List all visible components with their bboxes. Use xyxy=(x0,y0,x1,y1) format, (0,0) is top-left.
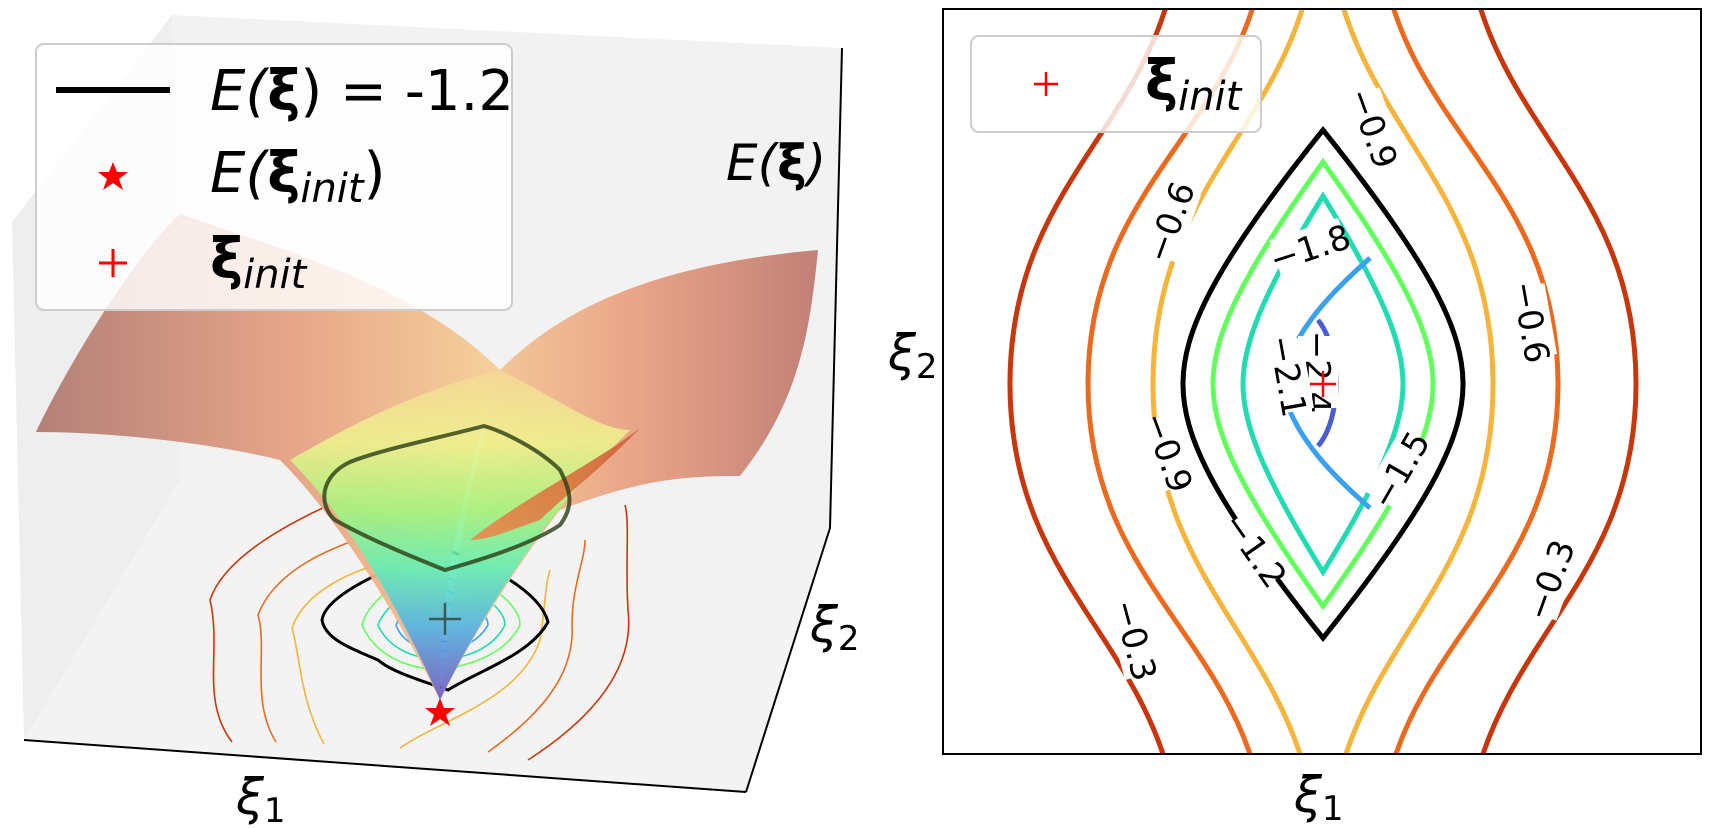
legend-3d-entry-init-energy: E(ξinit) xyxy=(210,141,385,212)
contour-label-bg xyxy=(1269,217,1351,279)
x-axis-label: ξ1 xyxy=(235,768,286,828)
floor-contour-0.9-left xyxy=(291,562,386,745)
contour-axes-frame xyxy=(942,8,1702,755)
contour-line-−0.3-right xyxy=(1478,9,1639,754)
surface-right-wing xyxy=(440,250,818,700)
contour-label-bg xyxy=(1106,600,1164,680)
contour-label-bg xyxy=(1136,411,1200,493)
y-axis-edge xyxy=(745,527,831,793)
contour-label-text: −0.3 xyxy=(1518,535,1584,626)
contour-label-bg xyxy=(1217,509,1293,591)
contour-x-axis-label: ξ1 xyxy=(1293,766,1344,828)
contour-labels: −0.9−0.6 −1.8−2.4−2.1−0.9 −1.5−1.2−0.6−0.3… xyxy=(1104,83,1584,686)
contour-line-−0.6-right xyxy=(1391,9,1561,754)
init-energy-star xyxy=(425,698,455,726)
contour-label-−1.5: −1.5 xyxy=(1363,425,1439,517)
contour-label-bg xyxy=(1138,181,1202,263)
x-axis-edge xyxy=(23,739,747,793)
floor-contour-0.6-left xyxy=(257,534,371,743)
floor-contour-1.2 xyxy=(320,546,550,692)
contour-label-bg xyxy=(1341,87,1405,169)
legend-star-marker xyxy=(98,162,128,190)
contour-label-bg xyxy=(1364,428,1436,512)
legend-2d-entry-init: ξinit xyxy=(1145,49,1243,120)
z-axis-label: E(ξ) xyxy=(726,134,826,192)
contour-label-−0.9: −0.9 xyxy=(1134,407,1200,498)
legend-3d: E(ξ) = -1.2 E(ξinit) ξinit xyxy=(35,43,514,311)
contour-label-text: −1.5 xyxy=(1363,425,1439,517)
contour-label-bg xyxy=(1505,283,1557,361)
contour-label-text: −0.6 xyxy=(1503,278,1557,366)
surface-level-curve xyxy=(322,423,572,573)
contour-label-bg xyxy=(1518,539,1582,621)
legend-2d: ξinit xyxy=(970,35,1262,133)
contour-label-−0.3: −0.3 xyxy=(1518,535,1584,626)
y-axis-label: ξ2 xyxy=(809,596,860,659)
contour-label-−0.3: −0.3 xyxy=(1104,595,1164,685)
contour-line-−1.5 xyxy=(1210,157,1436,611)
contour-line-−1.2 xyxy=(1180,126,1466,642)
contour-y-axis-label: ξ2 xyxy=(887,324,938,387)
z-axis-edge xyxy=(829,47,843,529)
contour-line-−1.8 xyxy=(1240,191,1406,577)
contour-label-bg xyxy=(1262,337,1314,415)
legend-3d-entry-init: ξinit xyxy=(210,227,308,298)
contour-2d-panel: −0.9−0.6 −1.8−2.4−2.1−0.9 −1.5−1.2−0.6−0.3… xyxy=(887,8,1702,828)
contour-label-−0.6: −0.6 xyxy=(1503,278,1557,366)
legend-3d-entry-level: E(ξ) = -1.2 xyxy=(210,59,514,124)
floor-contour-0.3-left xyxy=(209,499,341,743)
legend-2d-box xyxy=(970,35,1262,133)
surface-front-fold xyxy=(470,428,640,540)
legend-3d-box xyxy=(35,43,513,311)
floor-contour-0.9-right xyxy=(399,569,551,749)
energy-surface xyxy=(36,214,818,726)
contour-label-text: −0.3 xyxy=(1104,595,1164,685)
floor-contour-0.6-right xyxy=(487,539,586,753)
floor-contour-0.3-right xyxy=(527,504,630,761)
surface-3d-panel: E(ξ) ξ1 ξ2 E(ξ) = -1.2 E(ξinit) ξinit xyxy=(12,15,860,828)
contour-line-−0.9-right xyxy=(1341,9,1496,754)
